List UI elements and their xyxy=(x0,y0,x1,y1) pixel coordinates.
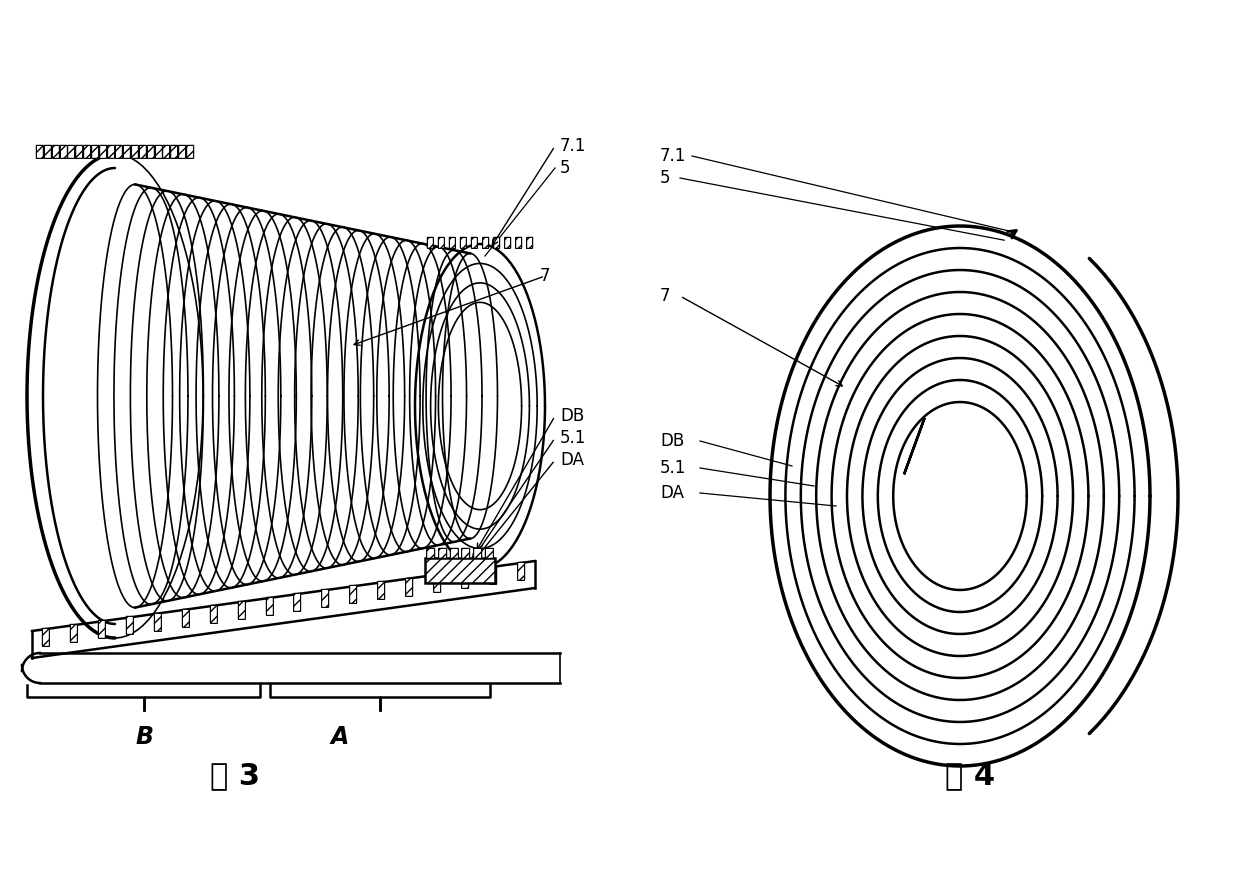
Text: 5.1: 5.1 xyxy=(560,429,587,447)
Bar xyxy=(515,237,521,248)
Text: DA: DA xyxy=(660,484,684,502)
Text: 7: 7 xyxy=(660,287,671,305)
Bar xyxy=(123,145,130,158)
Bar xyxy=(238,601,244,618)
Polygon shape xyxy=(904,418,925,474)
Bar xyxy=(83,145,91,158)
Bar xyxy=(377,581,384,600)
Bar xyxy=(471,237,477,248)
Bar xyxy=(42,628,48,646)
Text: 5: 5 xyxy=(660,169,671,187)
Bar xyxy=(162,145,170,158)
Bar xyxy=(186,145,193,158)
Bar xyxy=(67,145,74,158)
Bar xyxy=(76,145,82,158)
Text: 图 3: 图 3 xyxy=(210,761,260,790)
Text: 图 4: 图 4 xyxy=(945,761,994,790)
Bar xyxy=(461,548,469,558)
Bar xyxy=(99,145,107,158)
Bar xyxy=(438,237,444,248)
Bar xyxy=(450,548,458,558)
Text: 5.1: 5.1 xyxy=(660,459,687,477)
Bar xyxy=(60,145,67,158)
Bar xyxy=(321,589,329,607)
Text: 7.1: 7.1 xyxy=(660,147,687,165)
Bar xyxy=(179,145,185,158)
Text: 5: 5 xyxy=(560,159,570,177)
Bar xyxy=(265,597,273,615)
Bar xyxy=(425,558,495,583)
Bar xyxy=(43,145,51,158)
Bar xyxy=(485,548,492,558)
Bar xyxy=(98,620,105,638)
Bar xyxy=(170,145,177,158)
Bar xyxy=(52,145,58,158)
Bar xyxy=(130,145,138,158)
Text: A: A xyxy=(331,725,350,749)
Bar xyxy=(461,570,469,587)
Bar xyxy=(517,562,525,580)
Bar xyxy=(505,237,510,248)
Bar xyxy=(69,624,77,642)
Bar xyxy=(405,578,412,595)
Bar xyxy=(92,145,98,158)
Bar xyxy=(210,605,217,623)
Bar xyxy=(482,237,489,248)
Bar xyxy=(438,548,446,558)
Bar xyxy=(154,612,161,631)
Bar xyxy=(139,145,146,158)
Bar xyxy=(489,566,496,584)
Bar xyxy=(472,548,481,558)
Text: B: B xyxy=(136,725,154,749)
Bar xyxy=(427,237,433,248)
Text: 7.1: 7.1 xyxy=(560,137,587,155)
Bar xyxy=(125,617,133,634)
Bar xyxy=(182,609,188,626)
Bar xyxy=(494,237,498,248)
Bar xyxy=(155,145,161,158)
Text: DB: DB xyxy=(660,432,684,450)
Bar xyxy=(526,237,532,248)
Bar xyxy=(427,548,434,558)
Bar xyxy=(350,586,356,603)
Bar xyxy=(449,237,455,248)
Bar xyxy=(115,145,122,158)
Bar xyxy=(36,145,42,158)
Bar xyxy=(294,593,300,611)
Text: DB: DB xyxy=(560,407,584,425)
Bar xyxy=(107,145,114,158)
Bar xyxy=(460,237,466,248)
Bar xyxy=(433,573,440,592)
Bar xyxy=(146,145,154,158)
Text: 7: 7 xyxy=(539,267,551,285)
Text: DA: DA xyxy=(560,451,584,469)
